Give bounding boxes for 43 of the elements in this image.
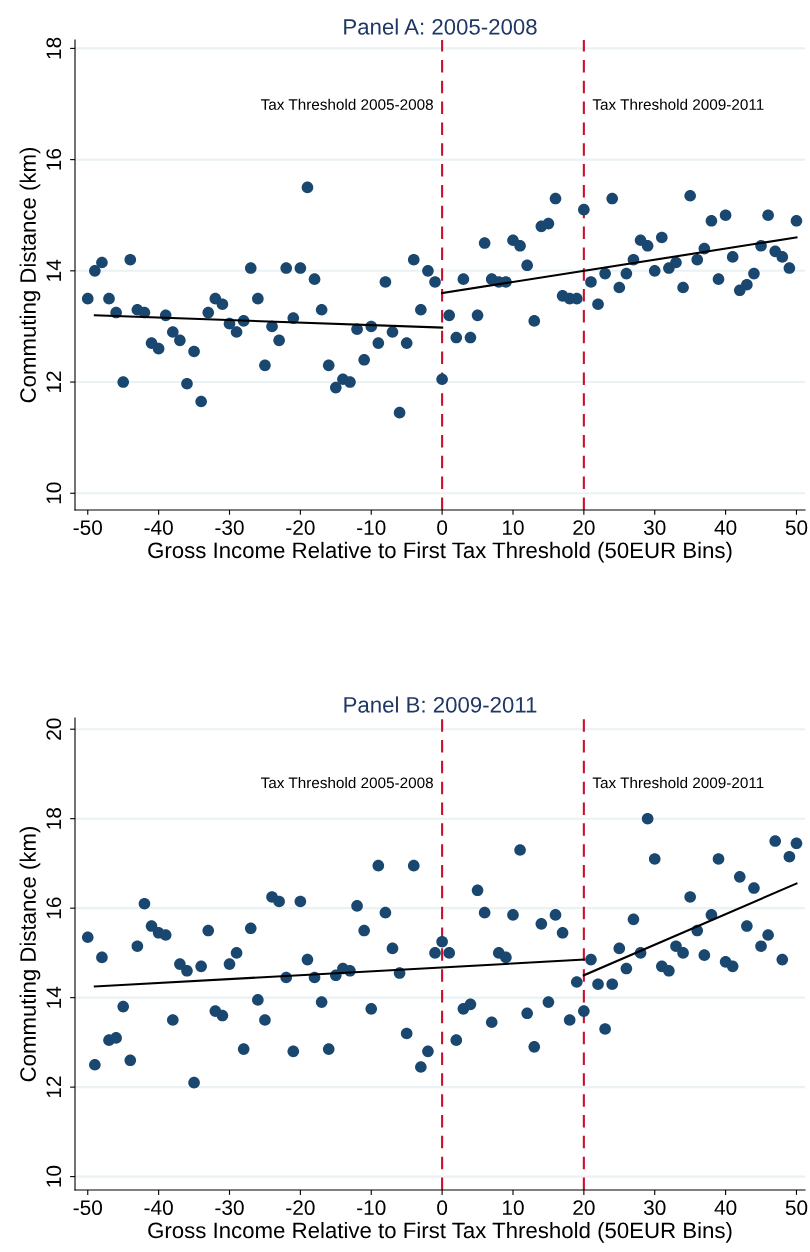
- ref-line-label: Tax Threshold 2009-2011: [592, 776, 764, 789]
- y-tick-label: 16: [46, 897, 62, 919]
- x-tick-label: -40: [144, 520, 173, 535]
- ref-line-label: Tax Threshold 2005-2008: [260, 98, 433, 110]
- ref-line-label: Tax Threshold 2005-2008: [260, 776, 433, 789]
- x-tick-label: 10: [502, 520, 524, 535]
- x-tick-label: 40: [714, 520, 737, 535]
- x-tick-label: -50: [73, 1200, 102, 1216]
- x-axis-title: Gross Income Relative to First Tax Threshold (50EUR Bins): [148, 541, 732, 563]
- x-tick-label: 30: [643, 520, 666, 535]
- x-tick-label: 20: [573, 1200, 595, 1216]
- y-tick-label: 20: [46, 718, 62, 740]
- y-tick-label: 10: [46, 482, 62, 504]
- x-tick-label: -20: [286, 520, 315, 535]
- x-tick-label: 10: [502, 1200, 524, 1216]
- x-tick-label: 50: [785, 520, 808, 535]
- x-tick-label: 0: [437, 1200, 448, 1216]
- y-tick-label: 14: [46, 259, 61, 281]
- chart-title: Panel B: 2009-2011: [344, 696, 537, 713]
- y-tick-label: 12: [46, 371, 61, 393]
- y-axis-title: Commuting Distance (km): [19, 147, 41, 403]
- y-tick-label: 18: [46, 37, 62, 59]
- y-tick-label: 16: [46, 148, 62, 170]
- y-tick-label: 10: [46, 1165, 62, 1187]
- x-tick-label: -20: [286, 1200, 315, 1216]
- y-axis-title: Commuting Distance (km): [19, 826, 41, 1082]
- x-tick-label: 50: [785, 1200, 808, 1216]
- x-tick-label: -50: [73, 520, 102, 535]
- x-tick-label: 40: [714, 1200, 737, 1216]
- x-tick-label: -30: [215, 520, 244, 535]
- x-axis-title: Gross Income Relative to First Tax Threshold (50EUR Bins): [148, 1221, 732, 1243]
- x-tick-label: -30: [215, 1200, 244, 1216]
- ref-line-label: Tax Threshold 2009-2011: [592, 98, 764, 110]
- x-tick-label: -10: [357, 520, 386, 535]
- x-tick-label: -40: [144, 1200, 173, 1216]
- chart-title: Panel A: 2005-2008: [344, 18, 537, 35]
- y-tick-label: 12: [46, 1076, 61, 1098]
- y-tick-label: 14: [46, 986, 61, 1008]
- x-tick-label: -10: [357, 1200, 386, 1216]
- y-tick-label: 18: [46, 808, 62, 829]
- x-tick-label: 0: [437, 520, 448, 535]
- x-tick-label: 20: [573, 520, 595, 535]
- x-tick-label: 30: [643, 1200, 666, 1216]
